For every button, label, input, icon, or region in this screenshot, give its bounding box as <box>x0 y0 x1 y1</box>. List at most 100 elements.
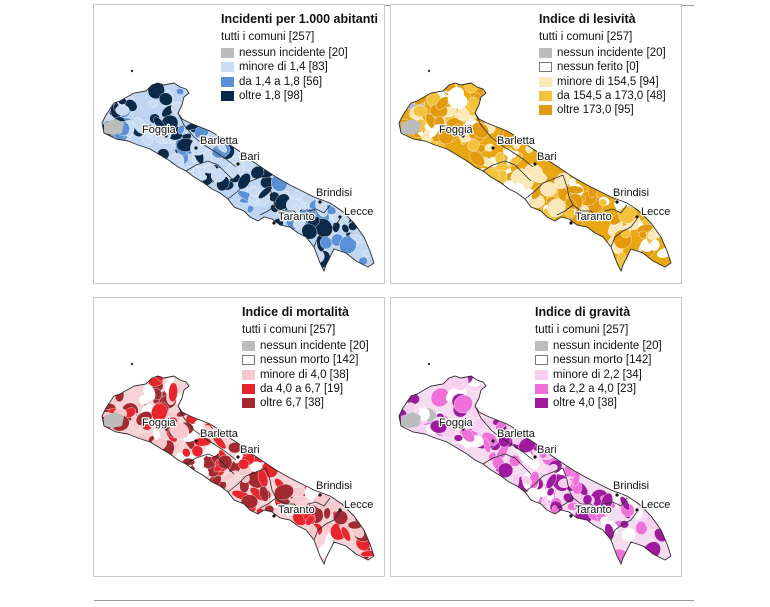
city-label: Foggia <box>142 417 177 429</box>
city-marker <box>272 514 276 518</box>
legend-swatch <box>535 355 548 366</box>
municipality <box>237 458 250 470</box>
municipality <box>453 394 473 414</box>
city-marker <box>615 493 619 497</box>
city-marker <box>635 508 639 512</box>
municipality <box>600 516 609 525</box>
map-panel-incidenti: Foggia Barletta Bari Brindisi Taranto Lecce I… <box>93 4 385 284</box>
city-label: Taranto <box>575 504 612 516</box>
municipality <box>153 426 160 441</box>
municipality <box>418 407 430 421</box>
municipality <box>494 152 505 164</box>
city-label: Bari <box>240 151 260 163</box>
province-border <box>524 174 564 200</box>
municipality <box>211 433 227 450</box>
municipality <box>104 119 124 135</box>
municipality <box>333 510 348 525</box>
municipality <box>305 514 315 526</box>
legend-item: minore di 4,0 [38] <box>242 368 369 382</box>
legend-label: nessun incidente [20] <box>553 340 662 353</box>
legend-swatch <box>242 355 255 366</box>
municipality <box>237 173 251 190</box>
legend-item: da 2,2 a 4,0 [23] <box>535 382 662 396</box>
municipality <box>202 425 212 433</box>
municipality <box>600 492 613 512</box>
municipality <box>320 236 333 250</box>
city-label: Foggia <box>439 124 474 136</box>
municipality <box>182 448 191 458</box>
city-marker <box>491 146 495 150</box>
municipality <box>401 412 421 428</box>
region-outline <box>101 82 375 273</box>
legend-swatch <box>535 398 548 409</box>
municipality <box>151 403 168 422</box>
province-border <box>482 160 532 182</box>
legend-swatch <box>242 384 255 395</box>
municipality <box>340 526 351 542</box>
city-marker <box>236 455 240 459</box>
municipality <box>493 164 511 172</box>
municipality <box>467 138 480 152</box>
legend-label: minore di 1,4 [83] <box>239 61 328 74</box>
legend-label: nessun morto [142] <box>260 354 359 367</box>
city-label: Lecce <box>641 206 670 218</box>
legend-label: da 2,2 a 4,0 [23] <box>553 383 637 396</box>
legend-item: da 4,0 a 6,7 [19] <box>242 382 369 396</box>
province-border <box>299 497 331 511</box>
province-border <box>227 174 267 200</box>
municipality <box>211 138 221 146</box>
province-border <box>610 511 638 541</box>
legend-item: nessun morto [142] <box>242 353 369 367</box>
municipality <box>349 233 365 244</box>
city-label: Bari <box>537 444 557 456</box>
city-label: Brindisi <box>316 187 352 199</box>
legend-item: oltre 173,0 [95] <box>539 103 666 117</box>
legend-item: da 1,4 a 1,8 [56] <box>221 75 348 89</box>
legend-swatch <box>242 369 255 380</box>
legend-swatch <box>221 48 234 59</box>
municipality <box>510 168 529 186</box>
map-legend: nessun incidente [20] nessun ferito [0] mi… <box>539 46 666 117</box>
legend-item: minore di 154,5 [94] <box>539 75 666 89</box>
city-marker <box>533 162 537 166</box>
municipality <box>115 104 130 116</box>
legend-swatch <box>535 384 548 395</box>
legend-label: oltre 4,0 [38] <box>553 397 617 410</box>
legend-swatch <box>242 341 255 352</box>
municipality <box>578 205 590 216</box>
legend-swatch <box>539 76 552 87</box>
province-border <box>596 204 628 218</box>
province-border <box>556 204 574 216</box>
municipality <box>228 442 242 454</box>
municipality <box>146 127 155 138</box>
municipality <box>258 185 273 199</box>
municipality <box>484 143 495 152</box>
city-marker <box>338 215 342 219</box>
legend-item: nessun incidente [20] <box>221 46 348 60</box>
municipality <box>191 445 204 458</box>
city-label: Taranto <box>278 504 315 516</box>
municipality <box>148 99 158 108</box>
map-legend: nessun incidente [20] nessun morto [142] m… <box>535 339 662 410</box>
city-label: Taranto <box>575 211 612 223</box>
province-border <box>474 405 534 461</box>
city-marker <box>461 427 465 431</box>
city-label: Brindisi <box>316 480 352 492</box>
map-panel-lesivita: Foggia Barletta Bari Brindisi Taranto Lecce I… <box>390 4 682 284</box>
panel-subtitle: tutti i comuni [257] <box>535 324 629 336</box>
municipality <box>169 421 190 440</box>
municipality <box>429 419 448 434</box>
city-label: Foggia <box>142 124 177 136</box>
municipality <box>582 494 593 505</box>
municipality <box>471 122 489 139</box>
municipality <box>598 198 608 207</box>
province-border <box>259 497 277 509</box>
city-marker <box>318 493 322 497</box>
city-label: Lecce <box>641 499 670 511</box>
municipality <box>565 208 576 219</box>
city-marker <box>194 439 198 443</box>
municipality <box>449 379 464 389</box>
province-border <box>482 453 532 475</box>
city-label: Barletta <box>200 135 239 147</box>
municipality <box>429 124 440 138</box>
